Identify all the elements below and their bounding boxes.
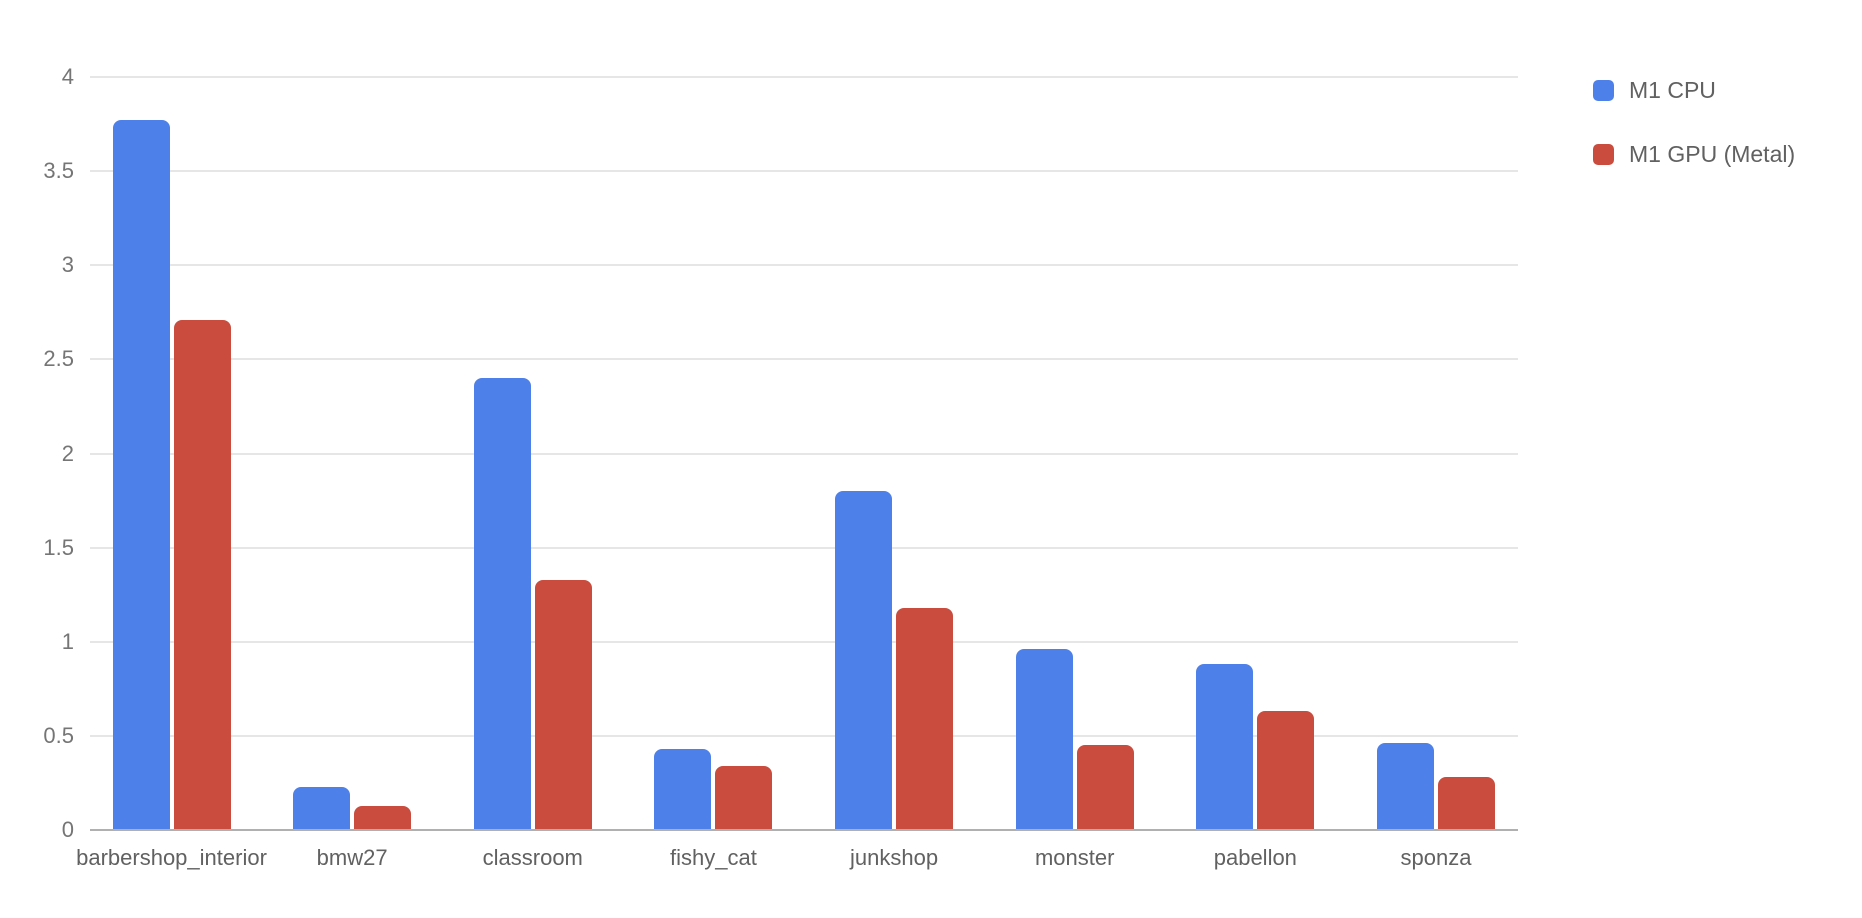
x-axis-line — [90, 829, 1518, 831]
bar-m1-gpu-metal-monster[interactable] — [1076, 745, 1134, 830]
gridline — [90, 170, 1518, 173]
y-tick-label: 0.5 — [43, 722, 74, 748]
y-tick-label: 3 — [61, 252, 74, 278]
gridline — [90, 546, 1518, 549]
bar-m1-cpu-classroom[interactable] — [473, 378, 531, 830]
gridline — [90, 734, 1518, 737]
bar-m1-cpu-pabellon[interactable] — [1196, 664, 1254, 830]
x-category-label: barbershop_interior — [76, 845, 267, 870]
x-category-label: fishy_cat — [669, 845, 757, 870]
bar-m1-cpu-junkshop[interactable] — [835, 491, 893, 830]
y-tick-label: 2 — [61, 440, 74, 466]
y-tick-label: 1.5 — [43, 534, 74, 560]
legend-swatch-icon — [1593, 79, 1614, 101]
y-tick-label: 4 — [61, 64, 74, 89]
gridline — [90, 76, 1518, 78]
y-tick-label: 2.5 — [43, 346, 74, 372]
bar-m1-gpu-metal-classroom[interactable] — [534, 579, 592, 830]
x-category-label: junkshop — [850, 845, 939, 870]
gridline — [90, 452, 1518, 455]
gridline — [90, 640, 1518, 643]
legend-item-m1-gpu-metal[interactable]: M1 GPU (Metal) — [1593, 139, 1795, 169]
bar-m1-cpu-bmw27[interactable] — [293, 786, 351, 830]
y-tick-label: 1 — [61, 628, 74, 654]
bar-m1-gpu-metal-junkshop[interactable] — [896, 607, 954, 830]
bar-m1-cpu-sponza[interactable] — [1376, 743, 1434, 830]
y-tick-label: 3.5 — [43, 158, 74, 184]
bar-m1-cpu-barbershop-interior[interactable] — [112, 120, 170, 830]
x-category-label: pabellon — [1213, 845, 1297, 870]
x-category-label: sponza — [1400, 845, 1472, 870]
bar-m1-cpu-monster[interactable] — [1015, 649, 1073, 830]
bar-m1-cpu-fishy-cat[interactable] — [654, 749, 712, 830]
bar-m1-gpu-metal-barbershop-interior[interactable] — [173, 319, 231, 830]
legend-swatch-icon — [1593, 143, 1614, 165]
legend-label: M1 GPU (Metal) — [1629, 140, 1796, 167]
x-category-label: classroom — [482, 845, 583, 870]
legend-label: M1 CPU — [1629, 76, 1716, 103]
x-category-label: monster — [1034, 845, 1115, 870]
gridline — [90, 264, 1518, 267]
x-category-label: bmw27 — [316, 845, 388, 870]
bar-m1-gpu-metal-bmw27[interactable] — [354, 805, 412, 830]
y-tick-label: 0 — [61, 817, 74, 842]
bar-m1-gpu-metal-sponza[interactable] — [1437, 777, 1495, 830]
legend-item-m1-cpu[interactable]: M1 CPU — [1593, 75, 1716, 105]
bar-m1-gpu-metal-pabellon[interactable] — [1257, 711, 1315, 830]
bar-m1-gpu-metal-fishy-cat[interactable] — [715, 765, 773, 830]
gridline — [90, 358, 1518, 361]
